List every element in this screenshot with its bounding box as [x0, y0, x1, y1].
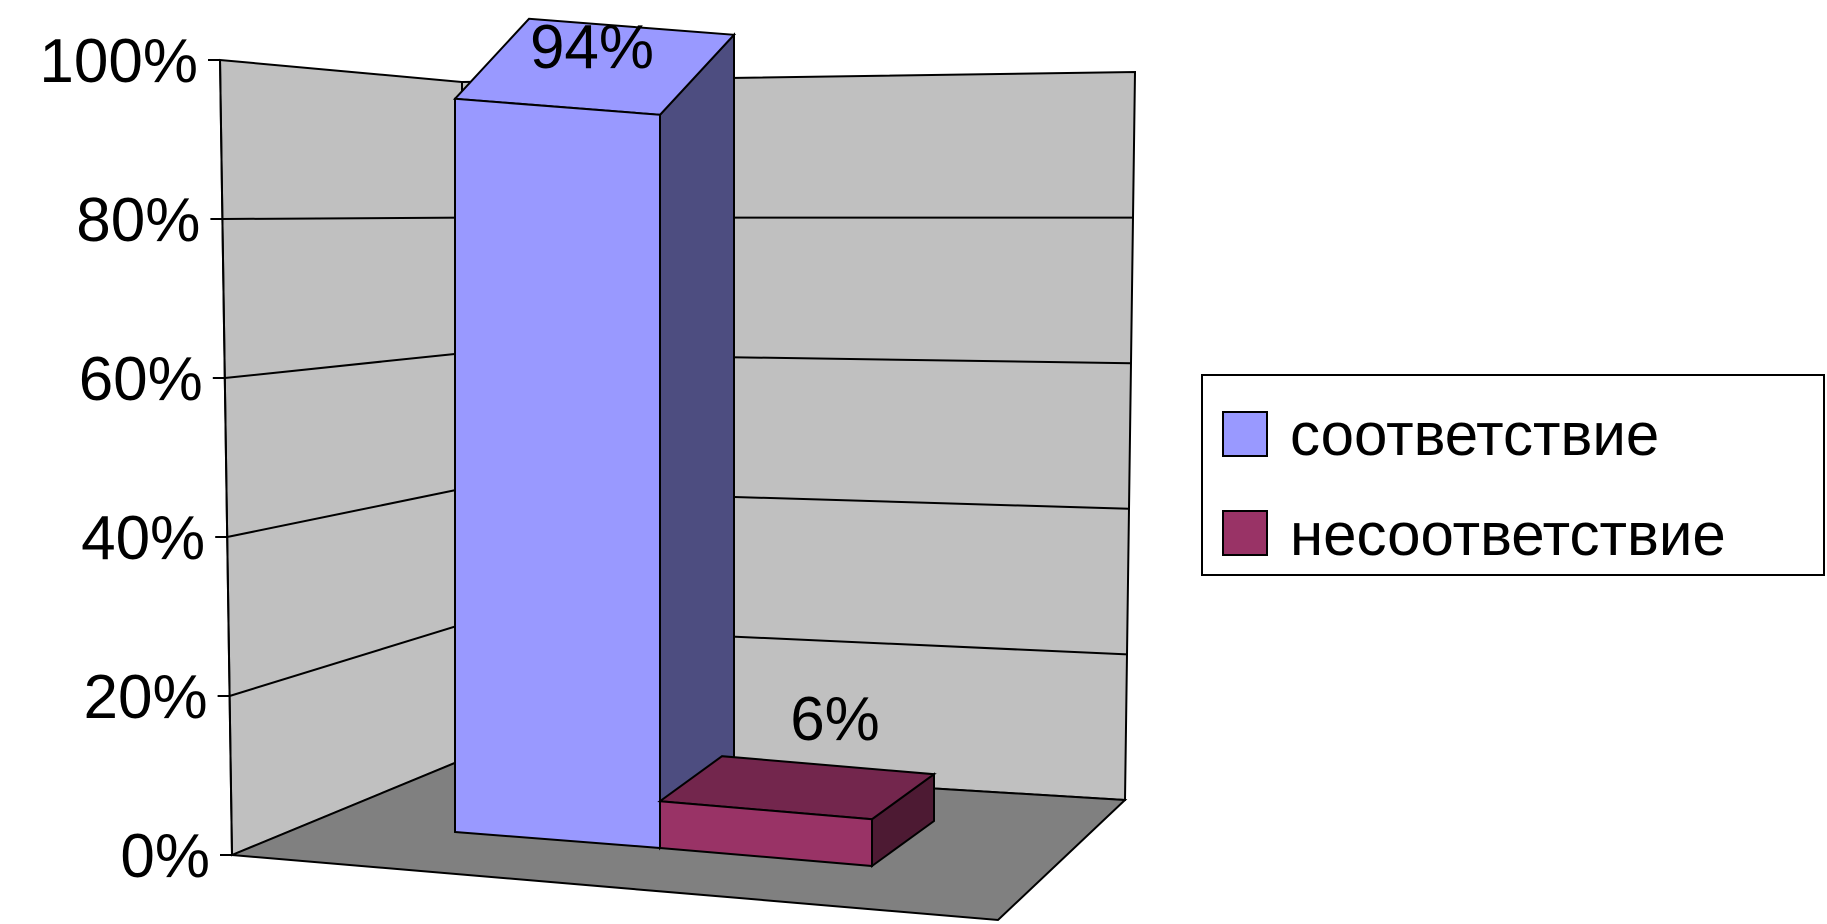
y-tick-label: 0% — [120, 822, 210, 891]
y-tick-label: 20% — [84, 663, 208, 732]
legend-box — [1201, 374, 1825, 576]
bar-compliance — [452, 17, 737, 851]
legend-swatch-compliance — [1222, 411, 1268, 457]
bar-front-face — [454, 97, 661, 850]
legend-label-compliance: соответствие — [1290, 401, 1659, 468]
data-label: 6% — [790, 685, 880, 754]
data-labels: 94% 6% — [530, 13, 880, 754]
y-tick-label: 40% — [81, 504, 205, 573]
legend: соответствие несоответствие — [1201, 374, 1825, 576]
y-tick-label: 80% — [76, 186, 200, 255]
y-axis-ticks: 0% 20% 40% 60% 80% 100% — [39, 27, 232, 891]
y-tick-label: 100% — [39, 27, 198, 96]
y-tick-label: 60% — [79, 345, 203, 414]
bar-noncompliance — [657, 755, 937, 868]
bars — [452, 17, 937, 868]
bar-front-face — [659, 800, 873, 868]
legend-swatch-noncompliance — [1222, 510, 1268, 556]
left-wall — [218, 58, 463, 857]
legend-label-noncompliance: несоответствие — [1290, 501, 1726, 568]
bar-side-face — [659, 32, 735, 851]
data-label: 94% — [530, 13, 654, 82]
y-axis-line — [219, 59, 233, 856]
